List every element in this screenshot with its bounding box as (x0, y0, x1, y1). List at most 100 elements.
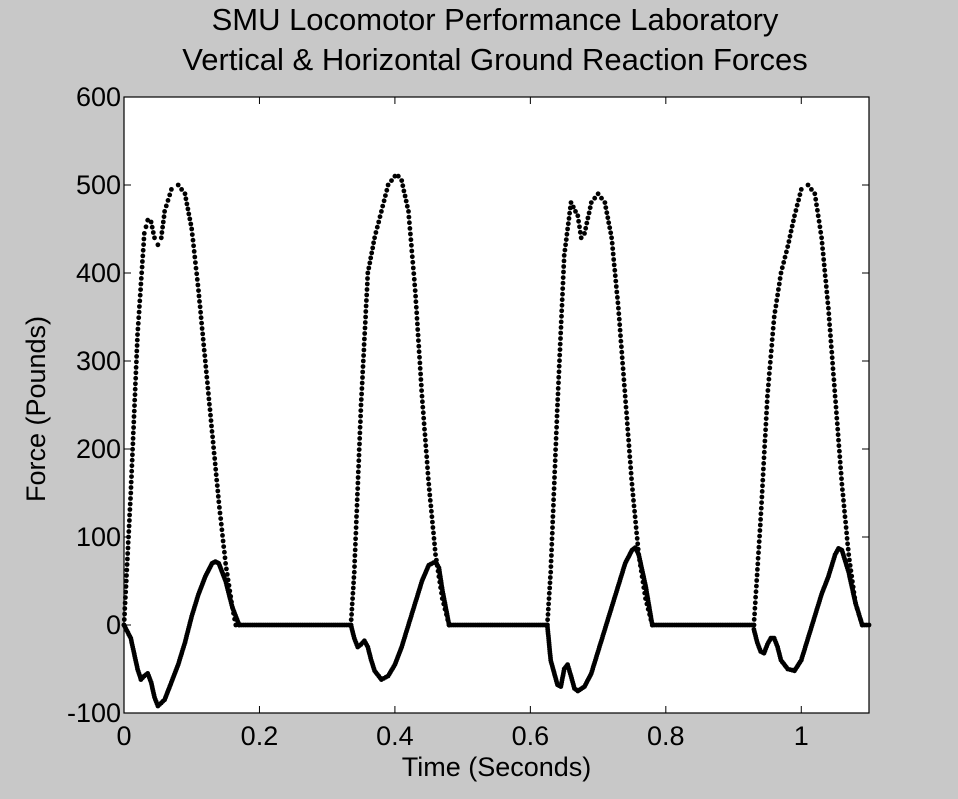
vertical-point (194, 277, 200, 282)
vertical-point (828, 344, 834, 350)
vertical-point (425, 476, 431, 482)
y-tick-label: 400 (76, 258, 121, 288)
vertical-point (422, 432, 428, 438)
vertical-point (629, 481, 635, 487)
vertical-point (133, 370, 139, 376)
vertical-point (364, 292, 370, 298)
vertical-point (406, 209, 411, 214)
vertical-point (352, 564, 357, 569)
vertical-point (129, 463, 135, 469)
vertical-point (421, 415, 427, 421)
vertical-point (131, 414, 137, 419)
vertical-point (840, 492, 846, 498)
vertical-point (197, 304, 203, 310)
vertical-point (358, 402, 364, 408)
vertical-point (203, 369, 209, 375)
vertical-point (389, 178, 394, 184)
vertical-point (757, 533, 762, 539)
vertical-point (380, 203, 386, 209)
vertical-point (406, 214, 412, 220)
vertical-point (825, 300, 831, 306)
vertical-point (413, 299, 419, 305)
vertical-point (423, 448, 429, 454)
vertical-point (134, 348, 140, 354)
vertical-point (553, 447, 558, 452)
vertical-point (201, 347, 207, 353)
vertical-point (754, 583, 759, 589)
vertical-point (149, 224, 155, 230)
vertical-point (772, 309, 778, 314)
vertical-point (418, 382, 424, 388)
vertical-point (813, 196, 819, 202)
vertical-point (125, 551, 131, 556)
vertical-point (134, 354, 140, 359)
chart-title-line-1: SMU Locomotor Performance Laboratory (211, 2, 779, 37)
vertical-point (822, 273, 828, 279)
vertical-point (353, 525, 359, 530)
vertical-point (418, 371, 423, 377)
vertical-point (130, 452, 135, 458)
vertical-point (354, 497, 360, 503)
vertical-point (824, 289, 830, 295)
vertical-point (818, 229, 824, 235)
vertical-point (619, 355, 625, 361)
vertical-point (160, 224, 166, 230)
vertical-point (548, 564, 554, 569)
vertical-point (555, 391, 561, 397)
vertical-point (220, 538, 226, 544)
vertical-point (195, 282, 201, 288)
vertical-point (136, 309, 142, 315)
vertical-point (127, 501, 133, 507)
vertical-point (384, 187, 390, 193)
vertical-point (843, 525, 849, 530)
vertical-point (379, 209, 384, 214)
vertical-point (751, 617, 757, 622)
flight-point (544, 622, 550, 628)
vertical-point (842, 508, 847, 514)
vertical-point (819, 240, 825, 246)
vertical-point (763, 427, 768, 433)
vertical-point (188, 221, 194, 227)
vertical-point (558, 330, 564, 336)
vertical-point (131, 425, 137, 430)
vertical-point (136, 315, 142, 321)
vertical-point (351, 575, 357, 580)
vertical-point (834, 415, 840, 421)
vertical-point (764, 399, 770, 405)
vertical-point (358, 397, 364, 402)
vertical-point (847, 557, 852, 563)
vertical-point (366, 265, 372, 271)
vertical-point (607, 225, 613, 231)
vertical-point (223, 561, 229, 566)
vertical-point (786, 239, 792, 244)
vertical-point (557, 352, 563, 358)
vertical-point (163, 203, 169, 209)
vertical-point (218, 521, 224, 527)
vertical-point (175, 182, 181, 188)
vertical-point (552, 458, 558, 464)
vertical-point (761, 449, 767, 455)
vertical-point (610, 246, 616, 252)
vertical-point (845, 546, 851, 552)
vertical-point (218, 516, 224, 521)
vertical-point (551, 491, 557, 497)
vertical-point (752, 605, 758, 611)
vertical-point (625, 432, 631, 438)
vertical-point (568, 200, 574, 206)
vertical-point (755, 567, 760, 572)
vertical-point (553, 436, 559, 441)
vertical-point (200, 336, 206, 342)
vertical-point (822, 267, 828, 273)
x-tick-label: 0.4 (376, 721, 414, 751)
vertical-point (762, 444, 767, 449)
vertical-point (402, 193, 408, 199)
vertical-point (376, 219, 382, 225)
vertical-point (557, 358, 562, 364)
vertical-point (350, 596, 355, 601)
vertical-point (754, 572, 760, 578)
vertical-point (831, 382, 837, 388)
vertical-point (839, 481, 845, 487)
vertical-point (200, 331, 206, 337)
vertical-point (577, 224, 582, 230)
vertical-point (135, 332, 140, 337)
